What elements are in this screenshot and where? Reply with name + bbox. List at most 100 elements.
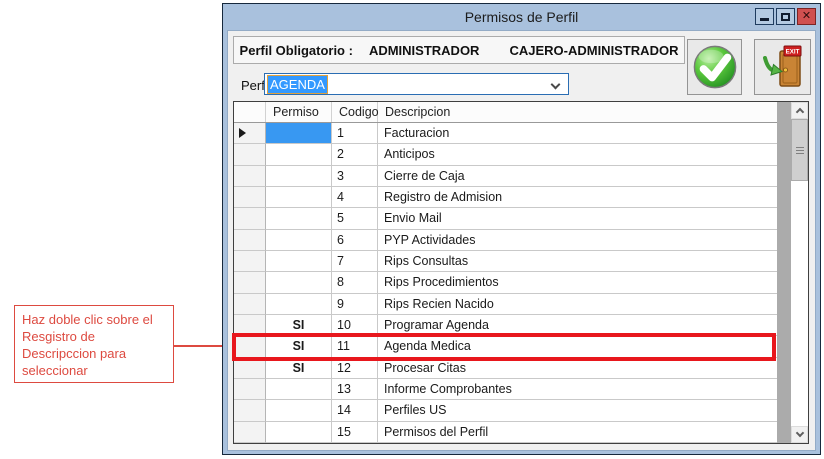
permiso-cell[interactable] [266, 250, 332, 273]
codigo-cell[interactable]: 13 [332, 378, 378, 401]
codigo-cell[interactable]: 5 [332, 208, 378, 230]
table-row[interactable]: 13 Informe Comprobantes [234, 378, 777, 401]
codigo-cell[interactable]: 9 [332, 293, 378, 315]
table-row[interactable]: 9 Rips Recien Nacido [234, 293, 777, 315]
descripcion-cell[interactable]: Permisos del Perfil [378, 422, 777, 443]
descripcion-cell[interactable]: PYP Actividades [378, 230, 777, 251]
perfil-selected-value: AGENDA [267, 74, 328, 94]
codigo-cell[interactable]: 4 [332, 186, 378, 209]
profile-administrador: ADMINISTRADOR [368, 42, 480, 58]
permiso-cell[interactable] [266, 165, 332, 187]
descripcion-cell[interactable]: Facturacion [378, 123, 777, 145]
codigo-cell[interactable]: 1 [332, 123, 378, 145]
codigo-cell[interactable]: 12 [332, 357, 378, 379]
grid-columns-area: Permiso Codigo Descripcion 1 Facturacion 2… [234, 102, 777, 443]
table-row[interactable]: 8 Rips Procedimientos [234, 272, 777, 294]
maximize-icon [781, 12, 790, 21]
grid-header: Permiso Codigo Descripcion [234, 102, 777, 123]
row-selector-cell[interactable] [234, 186, 266, 209]
chevron-up-icon [795, 107, 804, 117]
permiso-cell[interactable] [266, 293, 332, 315]
profile-cajero-administrador: CAJERO-ADMINISTRADOR [509, 42, 679, 58]
svg-text:EXIT: EXIT [785, 49, 799, 56]
scrollbar-up-button[interactable] [791, 102, 808, 119]
table-row[interactable]: 7 Rips Consultas [234, 250, 777, 273]
codigo-cell[interactable]: 3 [332, 165, 378, 187]
current-row-arrow-icon [239, 128, 246, 139]
permiso-cell[interactable] [266, 400, 332, 422]
codigo-cell[interactable]: 8 [332, 272, 378, 294]
perfil-obligatorio-label: Perfil Obligatorio : [239, 42, 353, 58]
accept-button[interactable] [687, 39, 742, 95]
table-row[interactable]: 1 Facturacion [234, 123, 777, 145]
window-controls: ✕ [755, 8, 816, 25]
grid-filler [777, 102, 792, 443]
permiso-cell[interactable] [266, 123, 332, 145]
scrollbar-track[interactable] [791, 181, 808, 443]
maximize-button[interactable] [776, 8, 795, 25]
row-selector-header [234, 102, 266, 122]
permisos-de-perfil-window: Permisos de Perfil ✕ Perfil Obligatorio … [222, 3, 821, 455]
row-selector-cell[interactable] [234, 400, 266, 422]
row-selector-cell[interactable] [234, 123, 266, 145]
close-button[interactable]: ✕ [797, 8, 816, 25]
permiso-cell[interactable] [266, 421, 332, 443]
descripcion-cell[interactable]: Cierre de Caja [378, 166, 777, 187]
minimize-button[interactable] [755, 8, 774, 25]
descripcion-column-header[interactable]: Descripcion [385, 105, 451, 119]
descripcion-cell[interactable]: Rips Consultas [378, 251, 777, 273]
descripcion-cell[interactable]: Registro de Admision [378, 187, 777, 209]
table-row[interactable]: SI 12 Procesar Citas [234, 357, 777, 379]
permiso-cell[interactable] [266, 378, 332, 401]
table-row[interactable]: 2 Anticipos [234, 144, 777, 166]
descripcion-cell[interactable]: Perfiles US [378, 400, 777, 422]
row-selector-cell[interactable] [234, 208, 266, 230]
descripcion-cell[interactable]: Anticipos [378, 144, 777, 166]
permiso-cell[interactable] [266, 144, 332, 166]
perfil-obligatorio-box: Perfil Obligatorio : ADMINISTRADOR CAJER… [233, 36, 685, 64]
row-selector-cell[interactable] [234, 293, 266, 315]
row-selector-cell[interactable] [234, 357, 266, 379]
descripcion-cell[interactable]: Procesar Citas [378, 358, 777, 379]
green-check-icon [693, 45, 736, 89]
exit-door-icon: EXIT [762, 45, 801, 87]
permiso-cell[interactable] [266, 229, 332, 251]
permiso-cell[interactable] [266, 186, 332, 209]
row-selector-cell[interactable] [234, 378, 266, 401]
descripcion-cell[interactable]: Envio Mail [378, 208, 777, 230]
scrollbar-thumb[interactable] [791, 119, 808, 181]
table-row[interactable]: 5 Envio Mail [234, 208, 777, 230]
descripcion-cell[interactable]: Informe Comprobantes [378, 379, 777, 401]
vertical-scrollbar[interactable] [791, 102, 808, 443]
exit-button[interactable]: EXIT [754, 39, 811, 95]
codigo-cell[interactable]: 6 [332, 229, 378, 251]
permiso-cell[interactable] [266, 272, 332, 294]
permiso-cell[interactable]: SI [266, 357, 332, 379]
descripcion-cell[interactable]: Rips Procedimientos [378, 272, 777, 294]
row-selector-cell[interactable] [234, 272, 266, 294]
perfil-combobox[interactable]: AGENDA [264, 73, 569, 95]
table-row[interactable]: 15 Permisos del Perfil [234, 421, 777, 443]
codigo-cell[interactable]: 2 [332, 144, 378, 166]
chevron-down-icon[interactable] [550, 79, 561, 90]
table-row[interactable]: 6 PYP Actividades [234, 229, 777, 251]
row-selector-cell[interactable] [234, 229, 266, 251]
scrollbar-down-button[interactable] [791, 426, 808, 443]
codigo-column-header[interactable]: Codigo [332, 102, 379, 122]
table-row[interactable]: 3 Cierre de Caja [234, 165, 777, 187]
row-selector-cell[interactable] [234, 144, 266, 166]
descripcion-cell[interactable]: Rips Recien Nacido [378, 294, 777, 315]
annotation-callout: Haz doble clic sobre el Resgistro de Des… [14, 305, 174, 383]
table-row[interactable]: 14 Perfiles US [234, 400, 777, 422]
row-selector-cell[interactable] [234, 250, 266, 273]
table-row[interactable]: 4 Registro de Admision [234, 186, 777, 209]
permiso-cell[interactable] [266, 208, 332, 230]
row-selector-cell[interactable] [234, 421, 266, 443]
permiso-column-header[interactable]: Permiso [266, 102, 332, 122]
codigo-cell[interactable]: 15 [332, 421, 378, 443]
row-selector-cell[interactable] [234, 165, 266, 187]
codigo-cell[interactable]: 14 [332, 400, 378, 422]
titlebar[interactable]: Permisos de Perfil ✕ [227, 4, 816, 30]
codigo-cell[interactable]: 7 [332, 250, 378, 273]
dialog-client-area: Perfil Obligatorio : ADMINISTRADOR CAJER… [227, 30, 816, 451]
